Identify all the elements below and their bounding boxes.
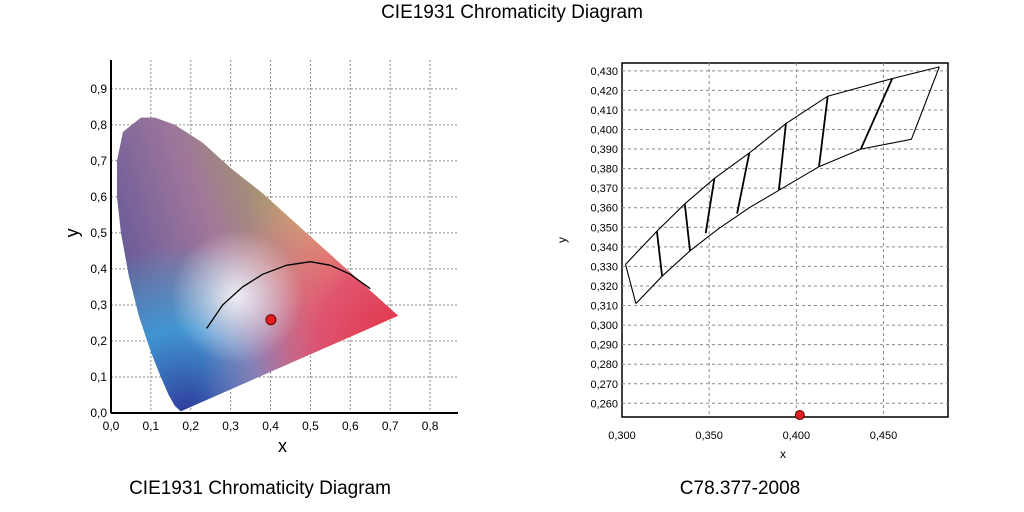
y-tick-label: 0,1 bbox=[90, 370, 107, 384]
y-tick-label: 0,290 bbox=[590, 340, 618, 352]
y-tick-label: 0,6 bbox=[90, 190, 107, 204]
bin-divider bbox=[778, 123, 787, 191]
bin-divider bbox=[818, 96, 829, 167]
x-tick-label: 0,300 bbox=[608, 430, 636, 442]
bin-divider bbox=[656, 231, 663, 277]
y-tick-label: 0,350 bbox=[590, 222, 618, 234]
x-tick-label: 0,6 bbox=[342, 419, 359, 433]
y-tick-label: 0,300 bbox=[590, 320, 618, 332]
y-tick-label: 0,340 bbox=[590, 242, 618, 254]
planckian-locus bbox=[206, 261, 371, 329]
data-point bbox=[265, 314, 277, 326]
y-tick-label: 0,260 bbox=[590, 398, 618, 410]
x-tick-label: 0,3 bbox=[222, 419, 239, 433]
y-tick-label: 0,400 bbox=[590, 124, 618, 136]
y-tick-label: 0,370 bbox=[590, 183, 618, 195]
y-tick-label: 0,8 bbox=[90, 118, 107, 132]
y-tick-label: 0,360 bbox=[590, 203, 618, 215]
y-tick-label: 0,3 bbox=[90, 298, 107, 312]
x-axis-label: x bbox=[780, 447, 786, 461]
y-tick-label: 0,9 bbox=[90, 82, 107, 96]
c78377-chart: 0,300 0,350 0,400 0,450 0,260 0,270 0,280 0,290… bbox=[555, 62, 949, 461]
x-tick-label: 0,8 bbox=[422, 419, 439, 433]
y-tick-label: 0,380 bbox=[590, 164, 618, 176]
y-tick-label: 0,7 bbox=[90, 154, 107, 168]
y-tick-label: 0,0 bbox=[90, 406, 107, 420]
y-tick-label: 0,330 bbox=[590, 261, 618, 273]
y-axis-label: y bbox=[62, 228, 82, 237]
x-tick-label: 0,400 bbox=[783, 430, 811, 442]
lower-boundary bbox=[635, 66, 940, 304]
gamut-white bbox=[117, 117, 399, 412]
y-tick-label: 0,280 bbox=[590, 359, 618, 371]
bin-divider bbox=[683, 203, 691, 251]
bin-divider bbox=[736, 152, 751, 214]
x-tick-label: 0,5 bbox=[302, 419, 319, 433]
x-tick-label: 0,350 bbox=[695, 430, 723, 442]
x-axis-label: x bbox=[278, 436, 287, 456]
page-title: CIE1931 Chromaticity Diagram bbox=[381, 2, 643, 23]
y-tick-label: 0,320 bbox=[590, 281, 618, 293]
color-gamut bbox=[117, 117, 399, 412]
plot-frame bbox=[621, 62, 949, 418]
x-tick-label: 0,2 bbox=[182, 419, 199, 433]
y-tick-label: 0,270 bbox=[590, 379, 618, 391]
data-point bbox=[794, 410, 805, 421]
y-tick-label: 0,310 bbox=[590, 301, 618, 313]
bin-divider bbox=[859, 78, 894, 150]
c78377-caption: C78.377-2008 bbox=[679, 478, 801, 499]
y-tick-label: 0,390 bbox=[590, 144, 618, 156]
cie1931-caption: CIE1931 Chromaticity Diagram bbox=[129, 478, 391, 499]
x-tick-label: 0,7 bbox=[382, 419, 399, 433]
y-tick-label: 0,430 bbox=[590, 66, 618, 78]
x-tick-label: 0,4 bbox=[262, 419, 279, 433]
y-tick-label: 0,4 bbox=[90, 262, 107, 276]
x-tick-label: 0,0 bbox=[103, 419, 120, 433]
y-tick-label: 0,5 bbox=[90, 226, 107, 240]
y-tick-label: 0,410 bbox=[590, 105, 618, 117]
left-boundary bbox=[624, 264, 637, 304]
cie1931-chart: 0,0 0,1 0,2 0,3 0,4 0,5 0,6 0,7 0,8 0,0 0,1 0,2 0,3 0… bbox=[62, 60, 458, 456]
y-tick-label: 0,420 bbox=[590, 85, 618, 97]
y-axis-label: y bbox=[555, 237, 569, 243]
y-tick-label: 0,2 bbox=[90, 334, 107, 348]
x-tick-label: 0,1 bbox=[143, 419, 160, 433]
x-tick-label: 0,450 bbox=[870, 430, 898, 442]
bin-divider bbox=[704, 178, 716, 234]
